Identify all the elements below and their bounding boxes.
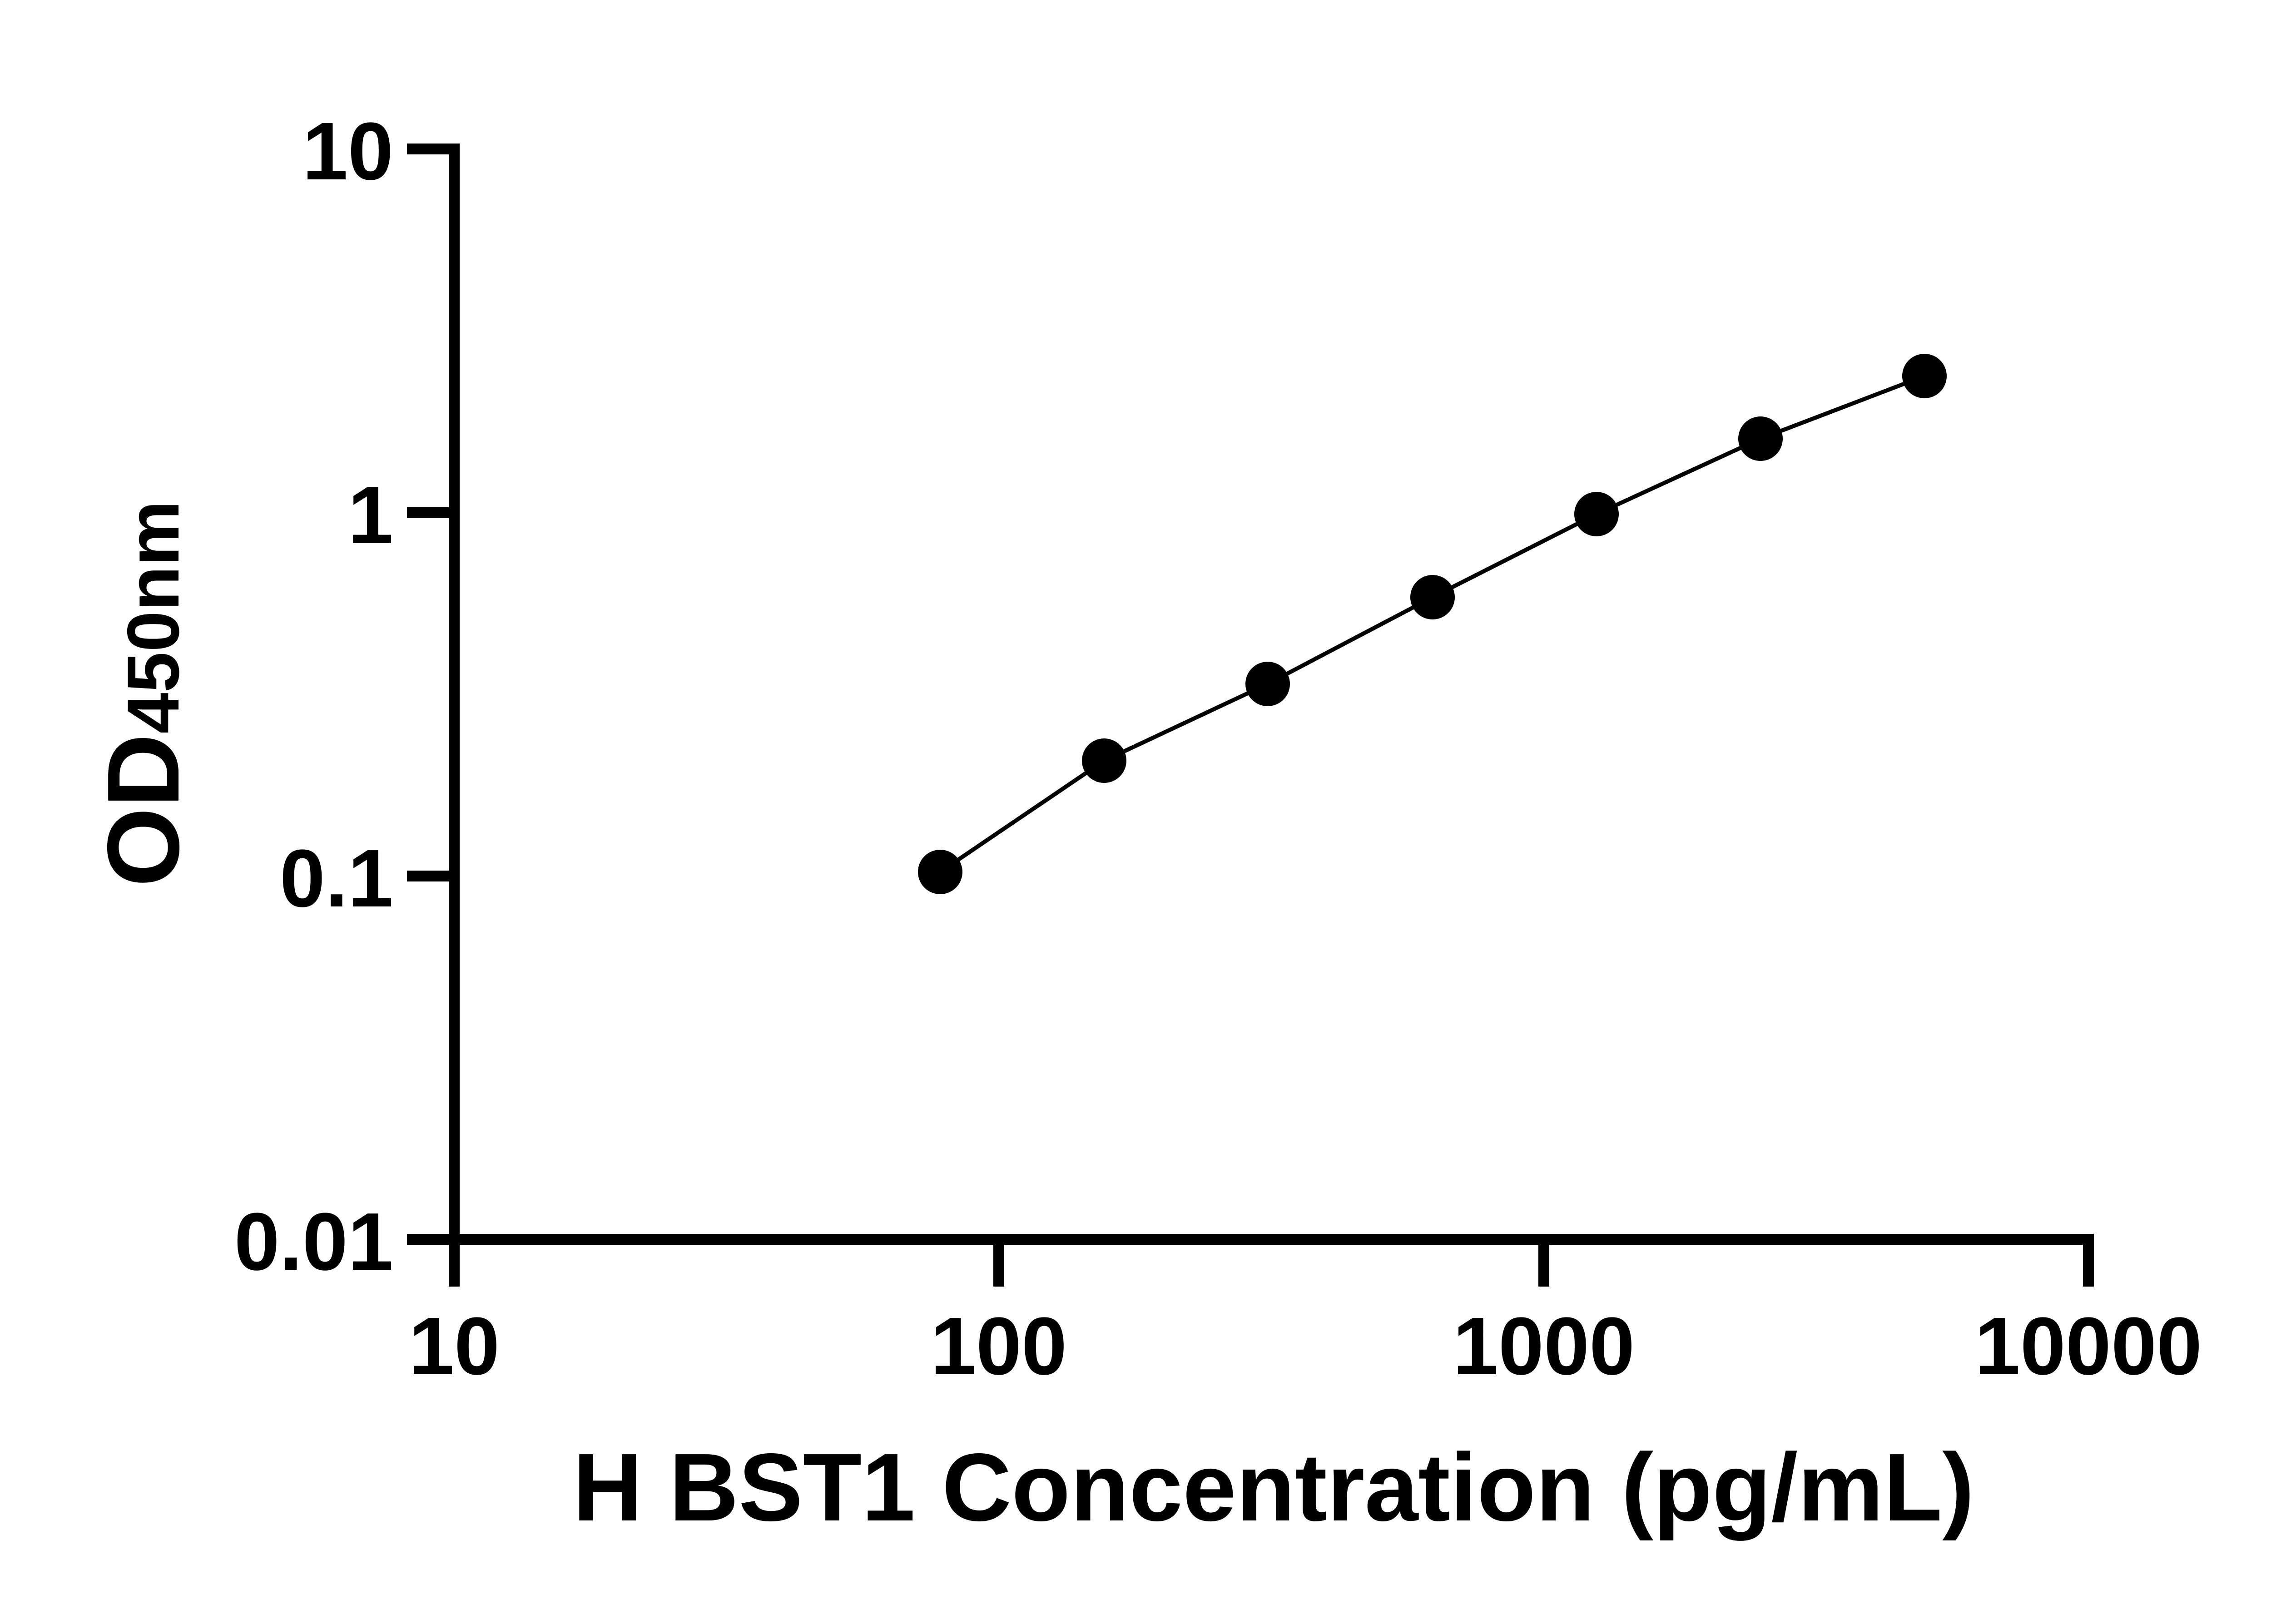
svg-text:10: 10 <box>302 106 393 197</box>
svg-text:H BST1 Concentration (pg/mL): H BST1 Concentration (pg/mL) <box>573 1433 1974 1541</box>
svg-text:10000: 10000 <box>1975 1301 2202 1392</box>
svg-text:0.01: 0.01 <box>234 1196 393 1287</box>
svg-text:0.1: 0.1 <box>280 833 393 924</box>
svg-text:10: 10 <box>409 1301 500 1392</box>
svg-text:100: 100 <box>931 1301 1067 1392</box>
svg-text:1000: 1000 <box>1453 1301 1635 1392</box>
svg-text:1: 1 <box>348 470 393 561</box>
